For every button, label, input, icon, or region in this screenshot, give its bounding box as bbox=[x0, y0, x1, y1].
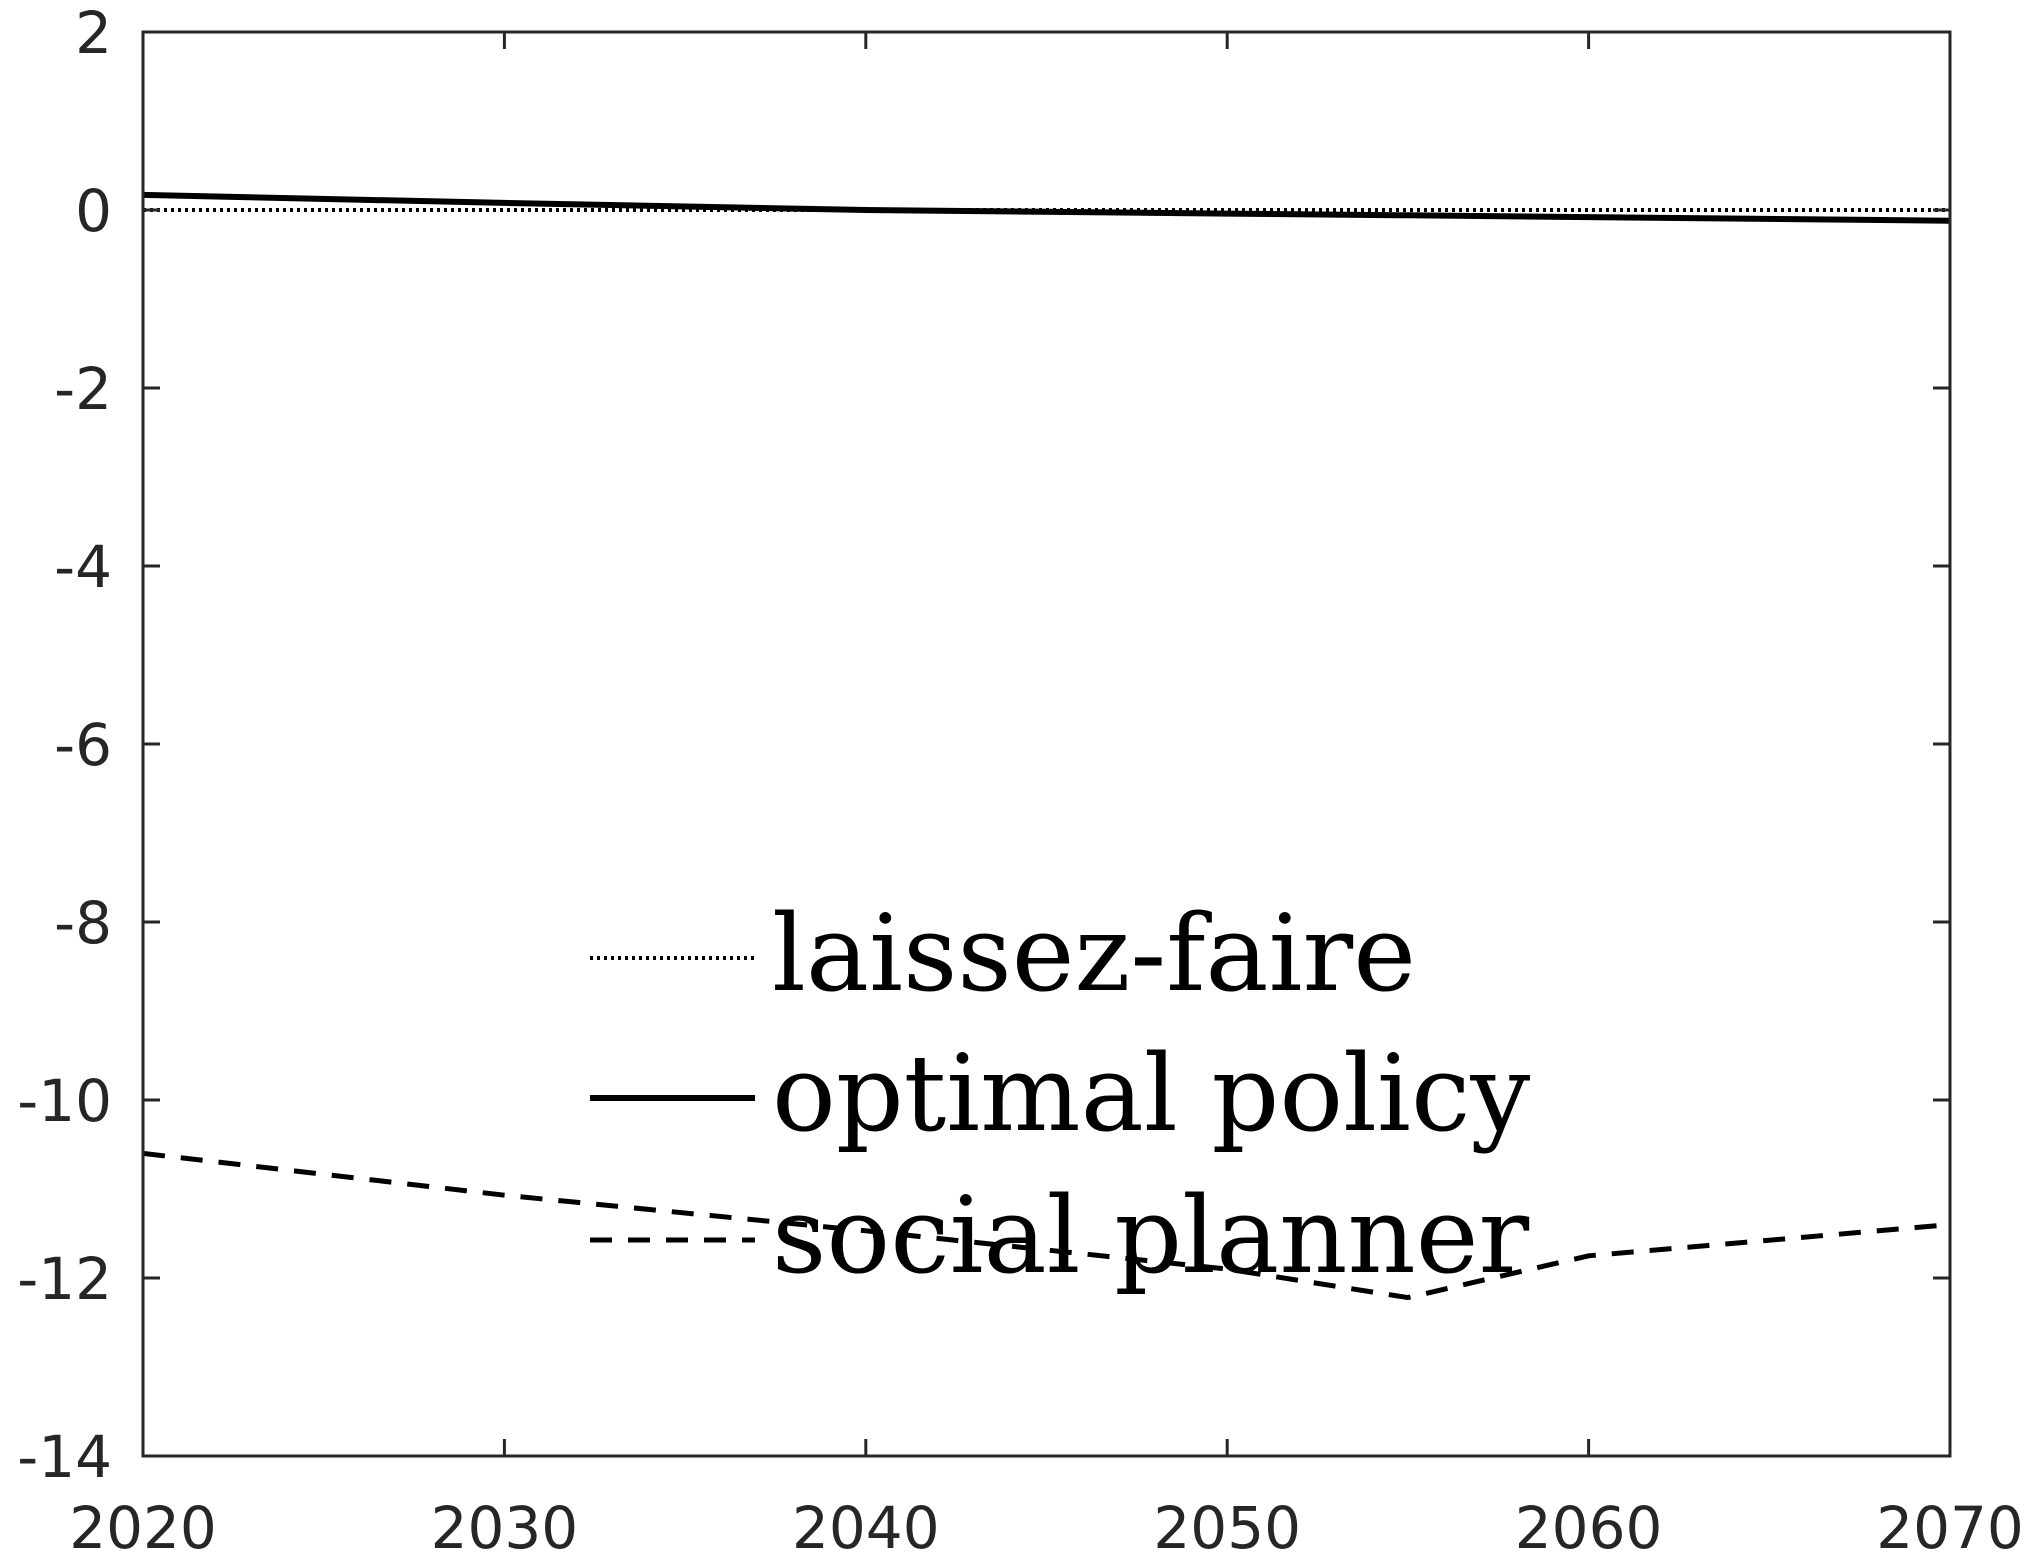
x-tick-label: 2070 bbox=[1876, 1494, 2024, 1554]
x-tick-label: 2030 bbox=[431, 1494, 579, 1554]
series-line-optimal-policy bbox=[142, 191, 1951, 224]
x-tick-label: 2040 bbox=[792, 1494, 940, 1554]
series-layer bbox=[142, 191, 1951, 1301]
x-tick-label: 2050 bbox=[1153, 1494, 1301, 1554]
legend-label: optimal policy bbox=[772, 1032, 1530, 1155]
y-tick-label: -10 bbox=[17, 1067, 112, 1135]
legend-label: laissez-faire bbox=[772, 892, 1416, 1015]
legend: laissez-faire optimal policy social planne… bbox=[590, 892, 1530, 1297]
axis-tick-labels: 2020 2030 2040 2050 2060 2070 2 0 -2 -4 -6 -8 -10 -12… bbox=[17, 0, 2024, 1554]
axis-ticks bbox=[141, 30, 1952, 1458]
y-tick-label: -8 bbox=[54, 889, 112, 957]
y-tick-label: -6 bbox=[54, 711, 112, 779]
x-tick-label: 2060 bbox=[1515, 1494, 1663, 1554]
y-tick-label: -14 bbox=[17, 1423, 112, 1491]
y-tick-label: -2 bbox=[54, 355, 112, 423]
series-line-social-planner bbox=[142, 1150, 1951, 1301]
y-tick-label: -12 bbox=[17, 1245, 112, 1313]
y-tick-label: 0 bbox=[75, 177, 112, 245]
x-tick-label: 2020 bbox=[69, 1494, 217, 1554]
y-tick-label: 2 bbox=[75, 0, 112, 67]
legend-label: social planner bbox=[772, 1174, 1529, 1297]
y-tick-label: -4 bbox=[54, 533, 112, 601]
